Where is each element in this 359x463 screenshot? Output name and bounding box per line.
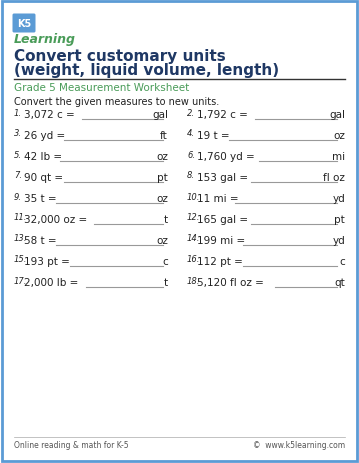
Text: Online reading & math for K-5: Online reading & math for K-5 <box>14 441 129 450</box>
Text: t: t <box>164 214 168 225</box>
Text: Grade 5 Measurement Worksheet: Grade 5 Measurement Worksheet <box>14 83 189 93</box>
Text: 4.: 4. <box>187 129 195 138</box>
Text: Convert customary units: Convert customary units <box>14 50 226 64</box>
Text: 13.: 13. <box>14 234 27 243</box>
FancyBboxPatch shape <box>13 14 36 33</box>
Text: t: t <box>164 277 168 288</box>
Text: c: c <box>162 257 168 266</box>
Text: 199 mi =: 199 mi = <box>197 236 245 245</box>
Text: Convert the given measures to new units.: Convert the given measures to new units. <box>14 97 219 107</box>
Text: 17.: 17. <box>14 276 27 285</box>
Text: ©  www.k5learning.com: © www.k5learning.com <box>253 441 345 450</box>
Text: 19 t =: 19 t = <box>197 131 230 141</box>
Text: 3,072 c =: 3,072 c = <box>24 110 75 120</box>
Text: fl oz: fl oz <box>323 173 345 182</box>
Text: 35 t =: 35 t = <box>24 194 57 204</box>
Text: 11.: 11. <box>14 213 27 222</box>
Text: oz: oz <box>156 236 168 245</box>
Text: oz: oz <box>156 152 168 162</box>
Text: yd: yd <box>332 194 345 204</box>
Text: 8.: 8. <box>187 171 195 180</box>
Text: 2.: 2. <box>187 108 195 117</box>
Text: 1.: 1. <box>14 108 22 117</box>
Text: 26 yd =: 26 yd = <box>24 131 65 141</box>
Text: 1,792 c =: 1,792 c = <box>197 110 248 120</box>
Text: (weight, liquid volume, length): (weight, liquid volume, length) <box>14 63 279 77</box>
Text: 5,120 fl oz =: 5,120 fl oz = <box>197 277 264 288</box>
Text: 2,000 lb =: 2,000 lb = <box>24 277 78 288</box>
Text: 42 lb =: 42 lb = <box>24 152 62 162</box>
Text: 5.: 5. <box>14 150 22 159</box>
Text: oz: oz <box>333 131 345 141</box>
Text: 3.: 3. <box>14 129 22 138</box>
Text: pt: pt <box>334 214 345 225</box>
Text: 32,000 oz =: 32,000 oz = <box>24 214 87 225</box>
Text: 165 gal =: 165 gal = <box>197 214 248 225</box>
Text: 15.: 15. <box>14 255 27 264</box>
Text: 90 qt =: 90 qt = <box>24 173 63 182</box>
Text: 112 pt =: 112 pt = <box>197 257 243 266</box>
Text: 14.: 14. <box>187 234 200 243</box>
Text: 1,760 yd =: 1,760 yd = <box>197 152 255 162</box>
Text: 18.: 18. <box>187 276 200 285</box>
Text: 11 mi =: 11 mi = <box>197 194 239 204</box>
Text: mi: mi <box>332 152 345 162</box>
Text: qt: qt <box>334 277 345 288</box>
Text: 7.: 7. <box>14 171 22 180</box>
Text: Learning: Learning <box>14 33 76 46</box>
Text: 16.: 16. <box>187 255 200 264</box>
Text: 12.: 12. <box>187 213 200 222</box>
Text: 193 pt =: 193 pt = <box>24 257 70 266</box>
Text: 10.: 10. <box>187 192 200 201</box>
Text: 58 t =: 58 t = <box>24 236 57 245</box>
Text: yd: yd <box>332 236 345 245</box>
Text: 6.: 6. <box>187 150 195 159</box>
Text: ft: ft <box>160 131 168 141</box>
Text: K5: K5 <box>17 19 31 29</box>
Text: oz: oz <box>156 194 168 204</box>
Text: c: c <box>339 257 345 266</box>
Text: 153 gal =: 153 gal = <box>197 173 248 182</box>
Text: 9.: 9. <box>14 192 22 201</box>
Text: gal: gal <box>329 110 345 120</box>
Text: pt: pt <box>157 173 168 182</box>
Text: gal: gal <box>152 110 168 120</box>
